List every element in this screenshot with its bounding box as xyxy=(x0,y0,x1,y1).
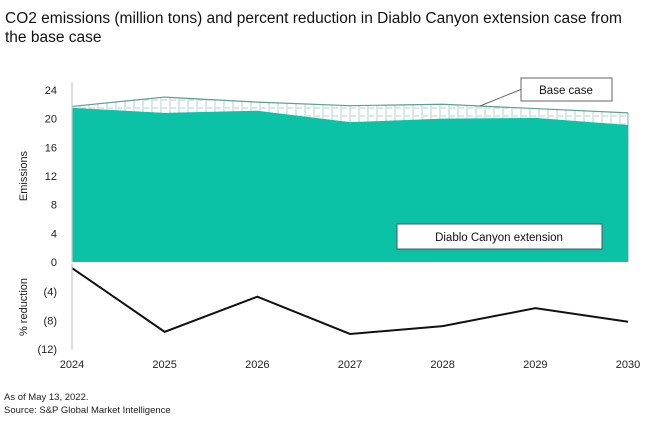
emissions-tick-label: 12 xyxy=(45,171,57,183)
emissions-tick-label: 24 xyxy=(45,85,57,97)
footnote: As of May 13, 2022. xyxy=(4,392,89,403)
reduction-tick-label: (8) xyxy=(44,315,57,327)
emissions-axis-label: Emissions xyxy=(18,150,30,201)
base-case-leader-line xyxy=(479,88,523,107)
extension-label-box xyxy=(396,223,603,250)
annotations: Base case Diablo Canyon extension xyxy=(396,77,613,250)
x-tick-label: 2024 xyxy=(60,359,84,371)
emissions-tick-label: 8 xyxy=(51,200,57,212)
reduction-axis-label: % reduction xyxy=(18,278,30,336)
x-tick-label: 2027 xyxy=(338,359,362,371)
emissions-tick-label: 0 xyxy=(51,257,57,269)
extension-label: Diablo Canyon extension xyxy=(435,232,563,244)
source-note: Source: S&P Global Market Intelligence xyxy=(4,405,171,416)
extension-area xyxy=(72,107,628,262)
reduction-line xyxy=(71,267,629,335)
x-tick-label: 2028 xyxy=(430,359,454,371)
emissions-tick-label: 4 xyxy=(51,228,57,240)
x-tick-label: 2030 xyxy=(616,359,640,371)
emissions-tick-label: 20 xyxy=(45,114,57,126)
emissions-area-layer xyxy=(71,96,629,262)
base-case-outline xyxy=(71,96,629,114)
x-tick-label: 2025 xyxy=(152,359,176,371)
x-tick-label: 2029 xyxy=(523,359,547,371)
base-case-label: Base case xyxy=(539,85,593,97)
emissions-tick-label: 16 xyxy=(45,142,57,154)
x-tick-label: 2026 xyxy=(245,359,269,371)
chart-title: CO2 emissions (million tons) and percent… xyxy=(5,10,622,46)
base-case-label-box xyxy=(520,77,613,102)
reduction-tick-label: (12) xyxy=(37,344,57,356)
reduction-line-layer xyxy=(71,267,629,335)
reduction-tick-label: (4) xyxy=(44,287,57,299)
